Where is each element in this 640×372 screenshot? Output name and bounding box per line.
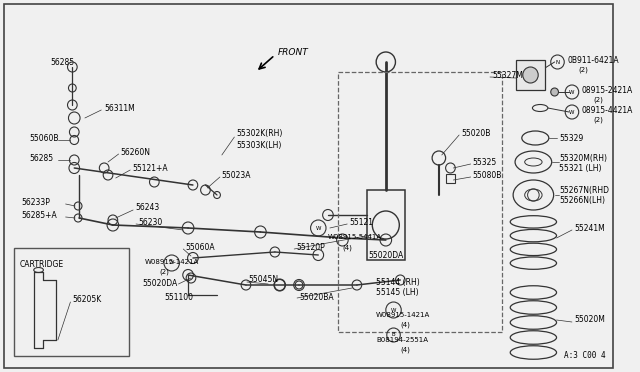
Text: 56243: 56243 <box>135 202 159 212</box>
Bar <box>337 72 502 332</box>
Text: (4): (4) <box>342 245 352 251</box>
Text: A:3 C00 4: A:3 C00 4 <box>564 351 605 360</box>
Text: W: W <box>569 109 575 115</box>
Text: 55121+A: 55121+A <box>132 164 168 173</box>
Text: 55329: 55329 <box>559 134 584 142</box>
Text: 55302K(RH): 55302K(RH) <box>236 128 283 138</box>
Text: 55023A: 55023A <box>222 170 252 180</box>
Text: (2): (2) <box>593 117 603 123</box>
Text: 56285: 56285 <box>29 154 53 163</box>
Text: 55303K(LH): 55303K(LH) <box>236 141 282 150</box>
Circle shape <box>523 67 538 83</box>
Text: 55327M: 55327M <box>492 71 523 80</box>
Text: 56230: 56230 <box>138 218 162 227</box>
Text: 55267N(RHD: 55267N(RHD <box>559 186 609 195</box>
Text: 56285: 56285 <box>50 58 74 67</box>
Text: W: W <box>391 308 396 312</box>
Text: 55020DA: 55020DA <box>143 279 178 288</box>
Text: B: B <box>392 333 396 337</box>
Bar <box>516 60 545 90</box>
Text: 55020BA: 55020BA <box>299 292 333 301</box>
Text: 55145 (LH): 55145 (LH) <box>376 289 419 298</box>
Text: 56205K: 56205K <box>72 295 102 305</box>
Text: N: N <box>556 60 559 64</box>
Text: 55144 (RH): 55144 (RH) <box>376 278 420 286</box>
Text: W: W <box>569 90 575 94</box>
Text: 55325: 55325 <box>472 157 497 167</box>
Bar <box>367 190 405 260</box>
Text: 56311M: 56311M <box>104 103 135 112</box>
Text: 55320M(RH): 55320M(RH) <box>559 154 607 163</box>
Text: 56285+A: 56285+A <box>21 211 57 219</box>
Text: 08915-2421A: 08915-2421A <box>582 86 633 94</box>
Text: 55121: 55121 <box>349 218 373 227</box>
Text: B08194-2551A: B08194-2551A <box>376 337 428 343</box>
Text: (2): (2) <box>593 97 603 103</box>
Text: 55241M: 55241M <box>574 224 605 232</box>
Text: 55020B: 55020B <box>461 128 490 138</box>
Text: 56233P: 56233P <box>21 198 50 206</box>
Text: (2): (2) <box>579 67 589 73</box>
Text: 55020M: 55020M <box>574 315 605 324</box>
Text: (4): (4) <box>400 347 410 353</box>
Text: 55020DA: 55020DA <box>369 250 404 260</box>
Text: 55120P: 55120P <box>296 243 325 251</box>
Text: 55321 (LH): 55321 (LH) <box>559 164 602 173</box>
Text: 55045N: 55045N <box>249 276 279 285</box>
Text: W: W <box>316 225 321 231</box>
Circle shape <box>551 88 559 96</box>
Text: FRONT: FRONT <box>278 48 308 57</box>
Text: 55266N(LH): 55266N(LH) <box>559 196 605 205</box>
Text: W08915-1421A: W08915-1421A <box>145 259 199 265</box>
Text: W: W <box>169 260 175 266</box>
Text: 55060A: 55060A <box>185 243 215 251</box>
Text: W08915-1421A: W08915-1421A <box>376 312 431 318</box>
Text: 56260N: 56260N <box>120 148 150 157</box>
Text: CARTRIDGE: CARTRIDGE <box>19 260 63 269</box>
Text: W08915-5441A: W08915-5441A <box>328 234 382 240</box>
Text: (4): (4) <box>400 322 410 328</box>
Text: (2): (2) <box>159 269 169 275</box>
Text: 0B911-6421A: 0B911-6421A <box>567 55 619 64</box>
Text: 55060B: 55060B <box>29 134 58 142</box>
Bar <box>445 174 455 183</box>
Text: 08915-4421A: 08915-4421A <box>582 106 633 115</box>
Text: 55080B: 55080B <box>472 170 502 180</box>
Text: 551100: 551100 <box>164 292 193 301</box>
Bar <box>13 248 129 356</box>
